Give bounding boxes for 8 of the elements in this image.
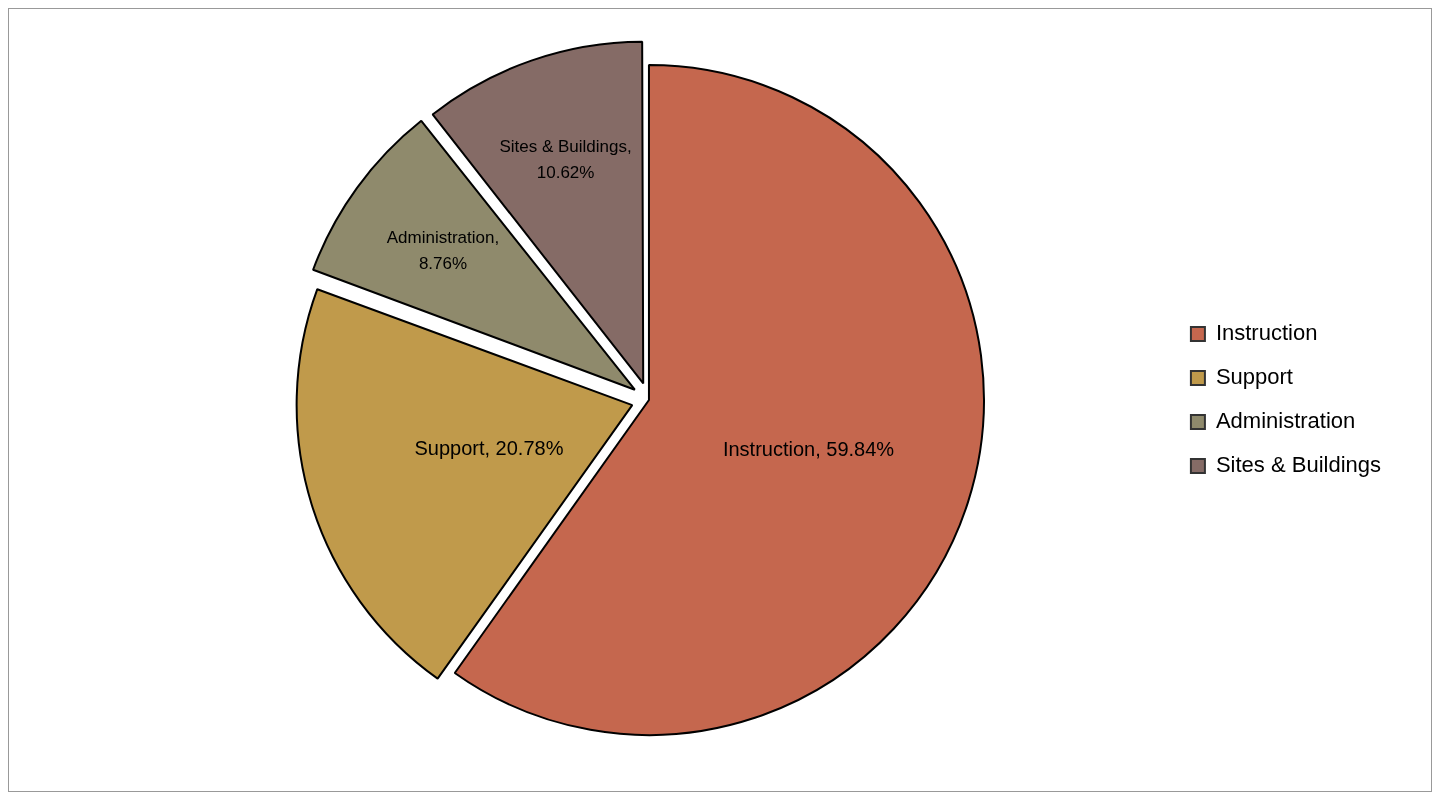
data-label: Instruction, 59.84% [722, 438, 895, 461]
data-label: Administration, 8.76% [386, 228, 500, 274]
legend-label: Support [1215, 364, 1293, 390]
data-label: Support, 20.78% [414, 436, 564, 459]
legend-label: Administration [1215, 408, 1356, 434]
legend-label: Sites & Buildings [1215, 452, 1382, 478]
legend-label: Instruction [1215, 320, 1318, 346]
data-label: Sites & Buildings, 10.62% [499, 137, 632, 183]
